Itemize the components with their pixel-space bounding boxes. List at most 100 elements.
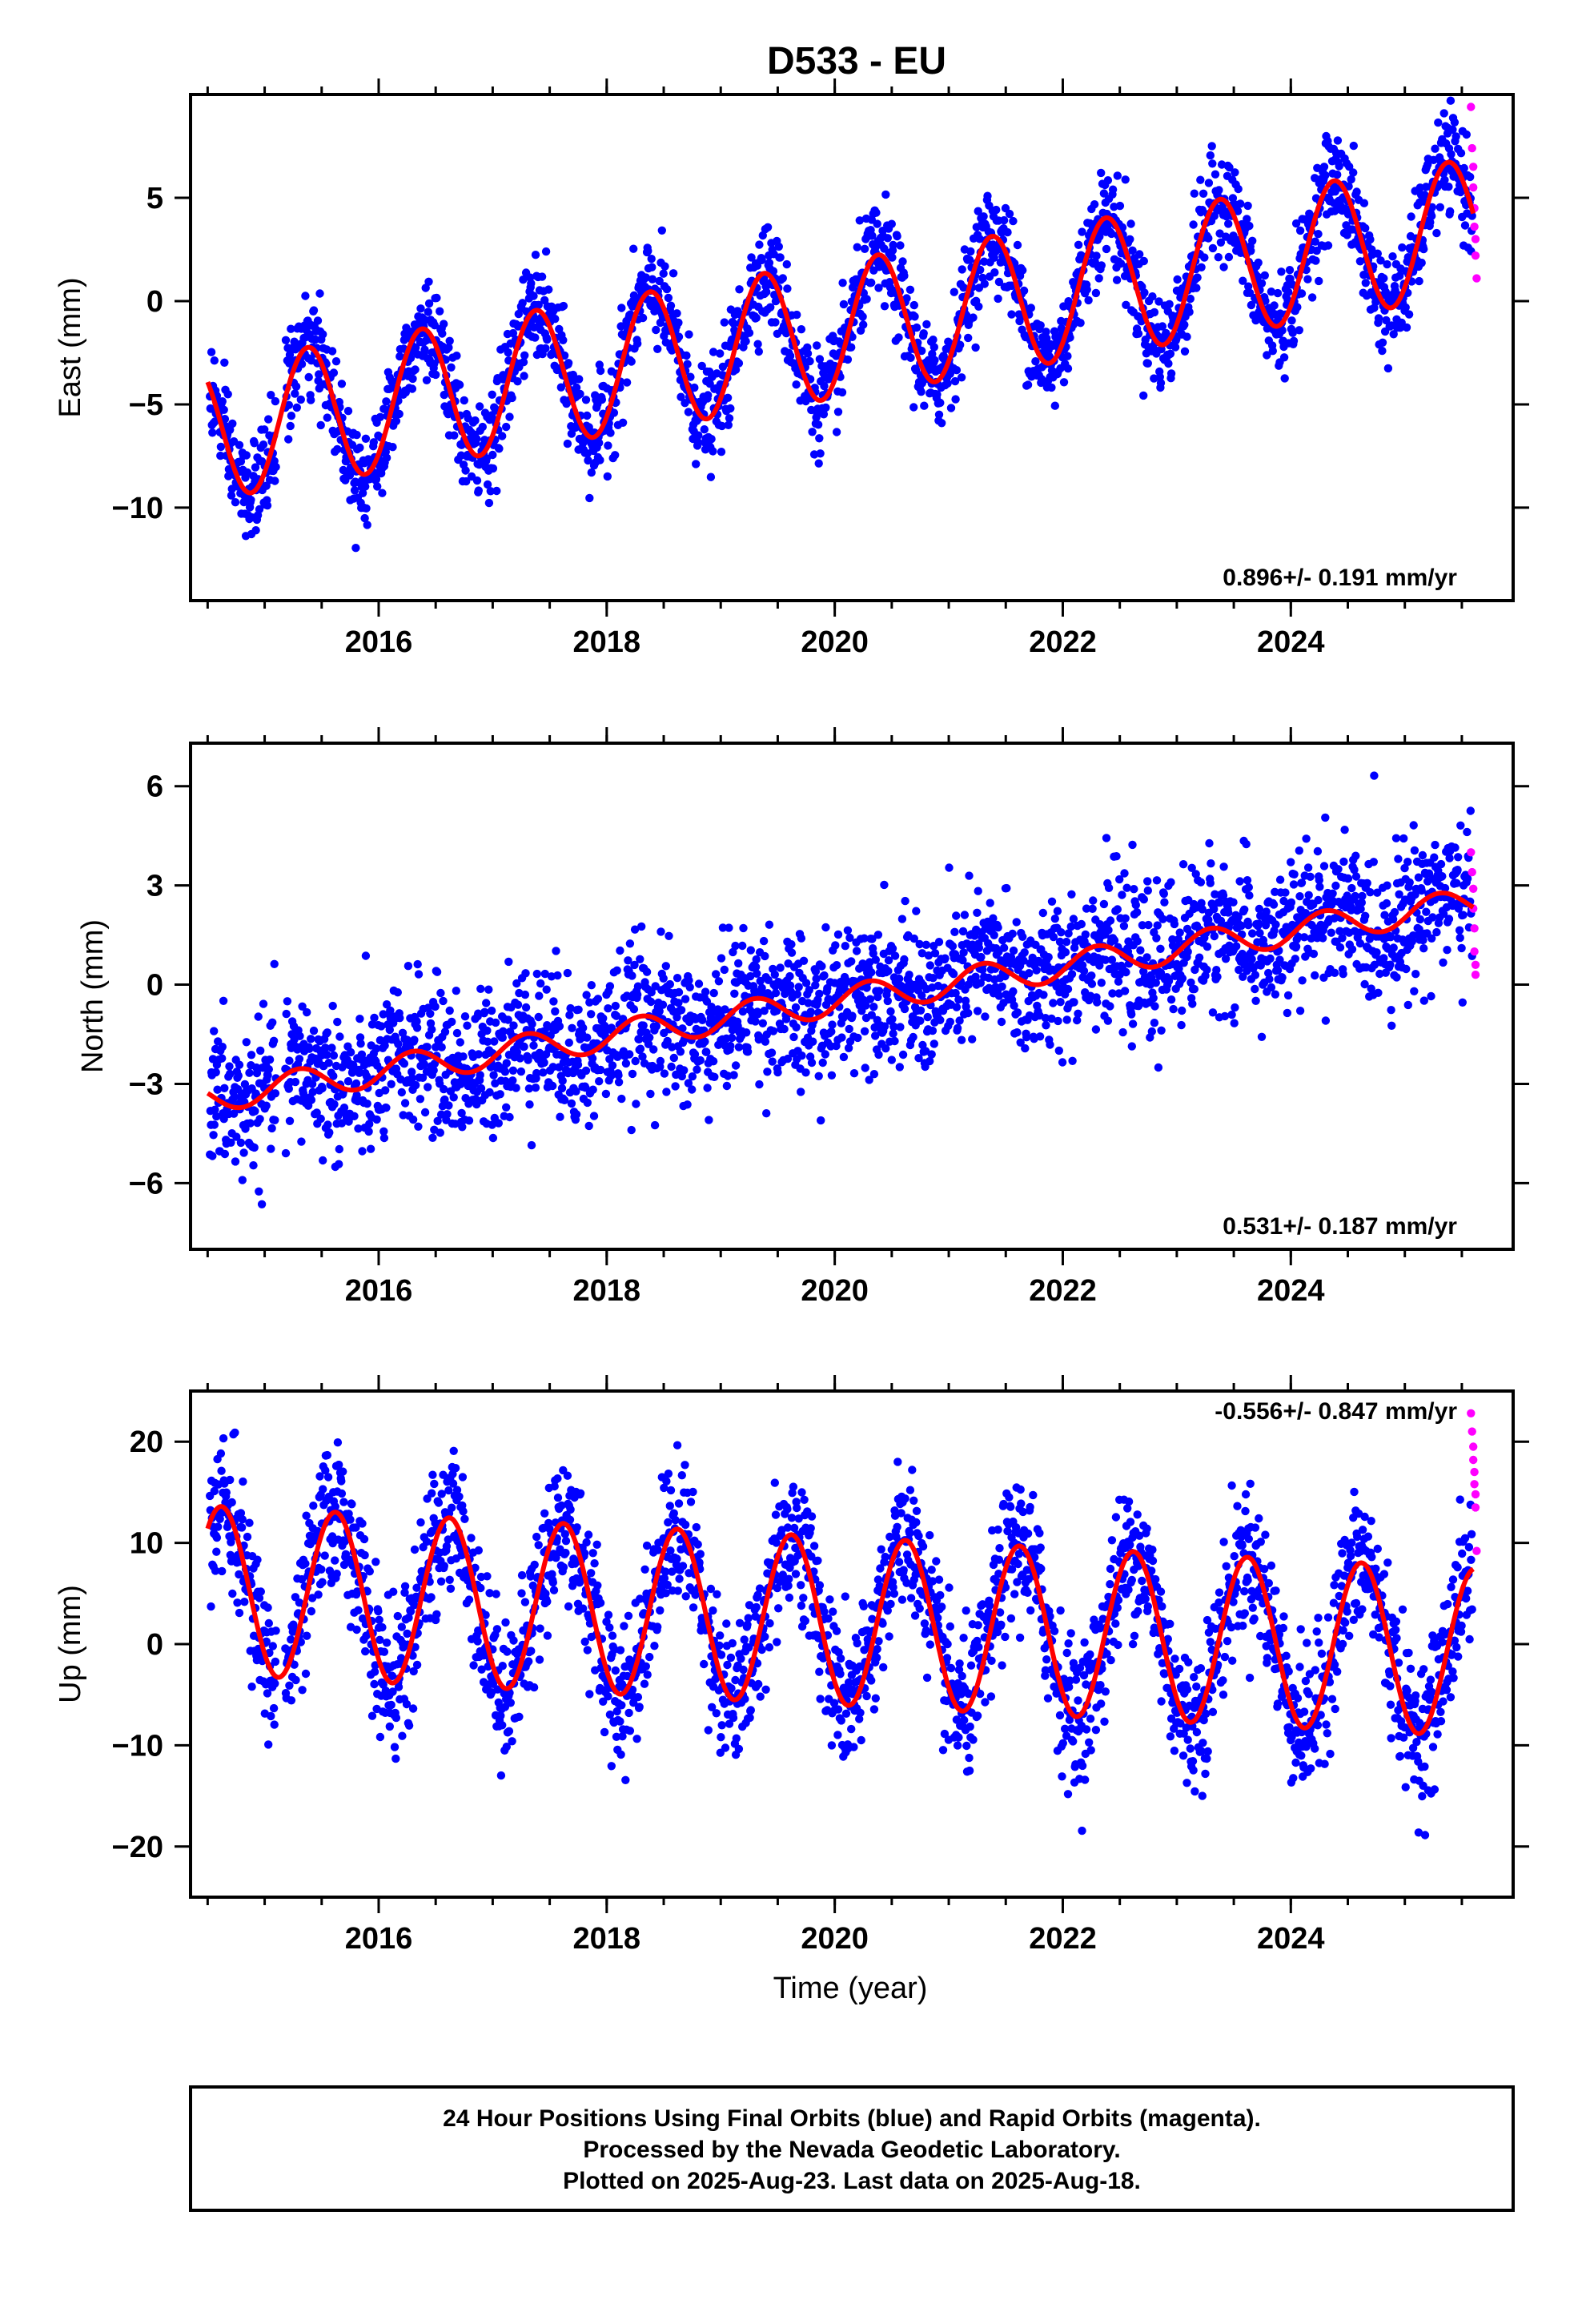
- final-orbit-point: [1271, 990, 1280, 999]
- final-orbit-point: [307, 1096, 316, 1104]
- final-orbit-point: [1134, 329, 1143, 338]
- final-orbit-point: [520, 990, 530, 999]
- final-orbit-point: [641, 273, 650, 282]
- final-orbit-point: [282, 1009, 291, 1019]
- final-orbit-point: [584, 456, 592, 465]
- final-orbit-point: [1115, 201, 1125, 211]
- final-orbit-point: [909, 403, 918, 412]
- final-orbit-point: [1156, 944, 1165, 953]
- figure-title: D533 - EU: [767, 40, 946, 82]
- final-orbit-point: [583, 1098, 592, 1108]
- final-orbit-point: [883, 996, 892, 1006]
- final-orbit-point: [519, 358, 528, 367]
- final-orbit-point: [752, 313, 761, 323]
- final-orbit-point: [951, 395, 960, 404]
- final-orbit-point: [378, 489, 387, 497]
- final-orbit-point: [1190, 984, 1199, 994]
- final-orbit-point: [527, 1140, 536, 1150]
- final-orbit-point: [236, 1138, 246, 1148]
- final-orbit-point: [319, 330, 327, 339]
- final-orbit-point: [520, 351, 529, 360]
- final-orbit-point: [492, 486, 501, 496]
- final-orbit-point: [661, 262, 669, 271]
- final-orbit-point: [413, 959, 422, 969]
- final-orbit-point: [333, 1017, 342, 1027]
- final-orbit-point: [581, 396, 591, 404]
- final-orbit-point: [831, 941, 840, 950]
- final-orbit-point: [572, 1110, 581, 1119]
- final-orbit-point: [1057, 928, 1066, 937]
- final-orbit-point: [656, 927, 665, 936]
- final-orbit-point: [860, 244, 869, 253]
- final-orbit-point: [505, 412, 514, 421]
- final-orbit-point: [230, 1092, 239, 1101]
- final-orbit-point: [488, 450, 497, 460]
- final-orbit-point: [271, 1116, 279, 1124]
- final-orbit-point: [408, 374, 417, 384]
- final-orbit-point: [1063, 984, 1073, 994]
- final-orbit-point: [763, 223, 773, 231]
- final-orbit-point: [1404, 310, 1414, 319]
- final-orbit-point: [1007, 310, 1016, 319]
- final-orbit-point: [527, 279, 536, 288]
- final-orbit-point: [645, 1033, 654, 1042]
- final-orbit-point: [761, 1037, 770, 1046]
- final-orbit-point: [218, 1054, 227, 1063]
- final-orbit-point: [693, 1065, 701, 1074]
- final-orbit-point: [502, 1059, 511, 1068]
- final-orbit-point: [508, 393, 516, 403]
- final-orbit-point: [267, 1124, 276, 1133]
- final-orbit-point: [785, 971, 794, 981]
- final-orbit-point: [502, 1103, 511, 1112]
- final-orbit-point: [627, 357, 636, 366]
- rapid-orbit-point: [1470, 222, 1479, 231]
- final-orbit-point: [965, 871, 974, 880]
- final-orbit-point: [923, 1012, 932, 1022]
- final-orbit-point: [900, 1004, 909, 1014]
- final-orbit-point: [1204, 179, 1214, 187]
- final-orbit-point: [965, 255, 974, 264]
- final-orbit-point: [366, 1144, 375, 1153]
- final-orbit-point: [1005, 209, 1014, 219]
- final-orbit-point: [521, 1003, 531, 1012]
- final-orbit-point: [284, 400, 293, 409]
- final-orbit-point: [1120, 987, 1130, 995]
- final-orbit-point: [313, 316, 323, 325]
- final-orbit-point: [1419, 244, 1428, 254]
- final-orbit-point: [211, 1068, 220, 1077]
- final-orbit-point: [1102, 834, 1111, 842]
- final-orbit-point: [1067, 890, 1076, 899]
- final-orbit-point: [698, 1015, 707, 1024]
- final-orbit-point: [680, 1066, 689, 1075]
- final-orbit-point: [621, 1059, 631, 1068]
- final-orbit-point: [966, 247, 975, 256]
- final-orbit-point: [862, 295, 871, 304]
- final-orbit-point: [358, 1147, 367, 1156]
- final-orbit-point: [1150, 1019, 1159, 1027]
- final-orbit-point: [681, 995, 690, 1003]
- final-orbit-point: [751, 1017, 760, 1026]
- final-orbit-point: [446, 407, 455, 416]
- final-orbit-point: [218, 1043, 227, 1051]
- final-orbit-point: [1113, 171, 1122, 180]
- final-orbit-point: [694, 979, 704, 988]
- final-orbit-point: [1283, 287, 1293, 296]
- final-orbit-point: [599, 1014, 608, 1023]
- final-orbit-point: [1199, 189, 1208, 198]
- final-orbit-point: [337, 380, 347, 388]
- final-orbit-point: [516, 1054, 524, 1063]
- final-orbit-point: [251, 1107, 259, 1116]
- final-orbit-point: [994, 923, 1002, 932]
- final-orbit-point: [219, 996, 228, 1005]
- final-orbit-point: [1331, 881, 1340, 891]
- final-orbit-point: [452, 352, 461, 360]
- final-orbit-point: [573, 1060, 583, 1069]
- final-orbit-point: [953, 1023, 962, 1033]
- final-orbit-point: [323, 413, 331, 422]
- final-orbit-point: [797, 1088, 805, 1096]
- final-orbit-point: [1149, 994, 1158, 1003]
- final-orbit-point: [734, 359, 744, 368]
- final-orbit-point: [1269, 900, 1279, 909]
- final-orbit-point: [805, 356, 814, 366]
